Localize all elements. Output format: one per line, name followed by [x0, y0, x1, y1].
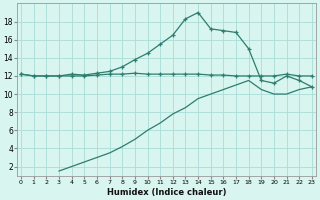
X-axis label: Humidex (Indice chaleur): Humidex (Indice chaleur): [107, 188, 226, 197]
